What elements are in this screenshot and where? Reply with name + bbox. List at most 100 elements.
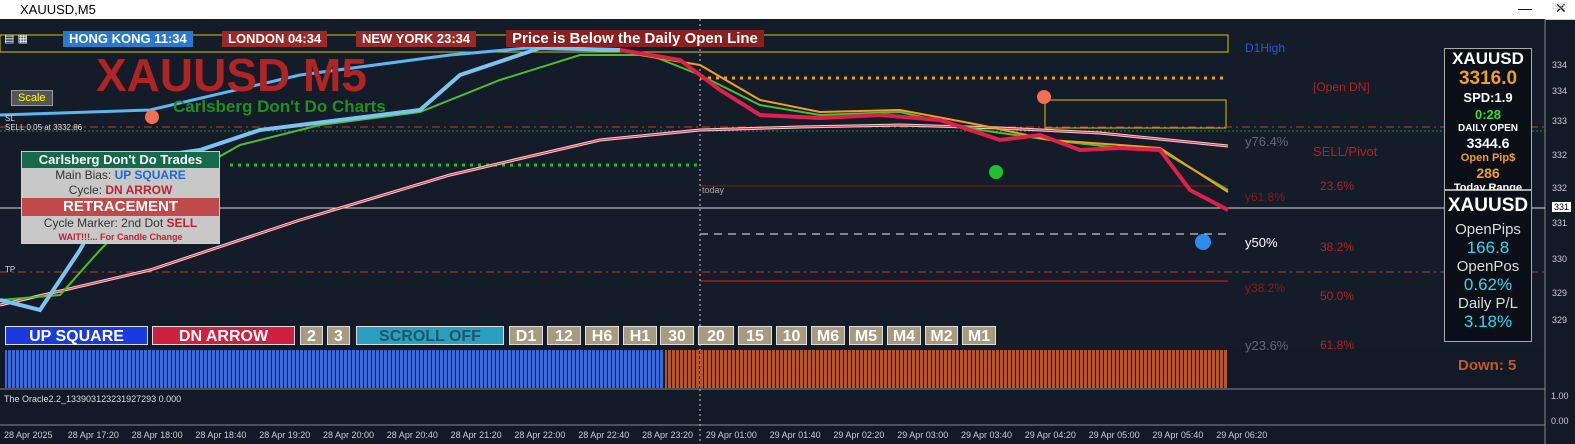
time-axis-label: 28 Apr 17:20: [67, 430, 119, 440]
time-axis-label: 28 Apr 21:20: [450, 430, 502, 440]
timeframe-button[interactable]: M1: [962, 326, 996, 345]
histogram-status: Down: 5: [1458, 357, 1517, 374]
time-axis-label: 29 Apr 06:20: [1216, 430, 1268, 440]
timeframe-button[interactable]: 10: [776, 326, 807, 345]
scale-button[interactable]: Scale: [11, 90, 53, 106]
indicator-axis-top: 1.00: [1551, 391, 1569, 401]
time-axis-label: 28 Apr 20:00: [323, 430, 375, 440]
timeframe-button[interactable]: 20: [698, 326, 734, 345]
indicator-name: The Oracle2.2_133903123231927293 0.000: [4, 394, 182, 404]
timeframe-button[interactable]: UP SQUARE: [5, 326, 148, 345]
time-axis-label: 29 Apr 02:20: [833, 430, 885, 440]
time-axis-label: 29 Apr 05:00: [1088, 430, 1140, 440]
info-daily-open-label: DAILY OPEN: [1457, 123, 1519, 134]
account-open-pos: 0.62%: [1463, 275, 1513, 294]
timeframe-button[interactable]: M5: [849, 326, 883, 345]
level-p236: 23.6%: [1320, 179, 1355, 193]
watermark-symbol: XAUUSD M5: [96, 49, 367, 101]
time-axis-label: 29 Apr 03:00: [897, 430, 949, 440]
timeframe-button[interactable]: M2: [925, 326, 958, 345]
watermark-brand: Carlsberg Don't Do Charts: [173, 97, 386, 116]
signal-panel: Carlsberg Don't Do Trades Main Bias: UP …: [21, 151, 220, 244]
time-axis-label: 28 Apr 2025: [4, 430, 53, 440]
today-label: today: [702, 185, 725, 195]
timeframe-button[interactable]: 3: [327, 326, 350, 345]
panel-state: RETRACEMENT: [22, 198, 219, 216]
account-symbol: XAUUSD: [1447, 195, 1529, 216]
indicator-axis-bottom: 0.00: [1551, 416, 1569, 426]
session-hk: HONG KONG 11:34: [63, 31, 193, 47]
price-axis-label: 333: [1552, 116, 1568, 126]
timeframe-button[interactable]: DN ARROW: [152, 326, 295, 345]
level-sell-pivot: SELL/Pivot: [1313, 144, 1378, 159]
account-open-pips-label: OpenPips: [1455, 221, 1521, 238]
time-axis-label: 28 Apr 19:20: [259, 430, 311, 440]
bias-value: UP SQUARE: [114, 168, 186, 182]
time-axis-label: 29 Apr 01:40: [769, 430, 821, 440]
time-axis-label: 28 Apr 23:20: [642, 430, 694, 440]
info-open-pips: 286: [1476, 165, 1500, 181]
account-open-pos-label: OpenPos: [1456, 258, 1520, 275]
time-axis-label: 29 Apr 03:40: [961, 430, 1013, 440]
price-axis-label: 330: [1552, 254, 1568, 264]
info-open-pips-label: Open Pip$: [1460, 152, 1516, 164]
info-price: 3316.0: [1458, 68, 1518, 89]
price-axis-label: 331: [1552, 202, 1572, 212]
account-box: XAUUSD OpenPips 166.8 OpenPos 0.62% Dail…: [1444, 190, 1532, 342]
tp-label: TP: [5, 265, 16, 274]
timeframe-button[interactable]: 15: [738, 326, 772, 345]
notice: Price is Below the Daily Open Line: [506, 30, 764, 47]
level-y618: y61.8%: [1245, 190, 1286, 204]
timeframe-button[interactable]: M4: [887, 326, 921, 345]
price-axis-label: 334: [1552, 86, 1568, 96]
timeframe-button[interactable]: H1: [623, 326, 657, 345]
info-daily-open: 3344.6: [1466, 135, 1510, 151]
minimize[interactable]: —: [1518, 0, 1532, 16]
level-p618: 61.8%: [1320, 338, 1355, 352]
time-axis-label: 28 Apr 18:40: [195, 430, 247, 440]
timeframe-button[interactable]: 30: [660, 326, 694, 345]
cycle-label: Cycle:: [68, 183, 103, 197]
marker-label: Cycle Marker: 2nd Dot: [43, 216, 164, 230]
level-y382: y38.2%: [1245, 281, 1286, 295]
price-axis-label: 332: [1552, 150, 1568, 160]
info-timer: 0:28: [1474, 107, 1502, 122]
panel-wait: WAIT!!!... For Candle Change: [58, 232, 183, 242]
timeframe-button[interactable]: H6: [585, 326, 619, 345]
toolbar-icons[interactable]: ▤ ▦: [4, 33, 28, 45]
timeframe-button[interactable]: SCROLL OFF: [356, 326, 504, 345]
session-ny: NEW YORK 23:34: [356, 31, 477, 47]
timeframe-button[interactable]: D1: [509, 326, 543, 345]
time-axis-label: 29 Apr 01:00: [705, 430, 757, 440]
price-axis-label: 335: [1552, 1, 1568, 11]
time-axis-label: 28 Apr 20:40: [386, 430, 438, 440]
price-axis-label: 329: [1552, 288, 1568, 298]
marker-value: SELL: [166, 216, 198, 230]
info-symbol: XAUUSD: [1452, 49, 1524, 68]
bias-label: Main Bias:: [55, 168, 112, 182]
price-axis-label: 334: [1552, 60, 1568, 70]
price-axis-label: 332: [1552, 183, 1568, 193]
level-open-dn: [Open DN]: [1313, 80, 1370, 94]
time-axis-label: 29 Apr 05:40: [1152, 430, 1204, 440]
time-axis-label: 28 Apr 22:00: [514, 430, 566, 440]
account-open-pips: 166.8: [1466, 238, 1510, 257]
session-london: LONDON 04:34: [222, 31, 328, 47]
level-d1high: D1High: [1245, 41, 1286, 55]
close[interactable]: ✕: [1555, 0, 1567, 16]
account-pl: 3.18%: [1463, 312, 1513, 331]
panel-title: Carlsberg Don't Do Trades: [22, 152, 219, 168]
timeframe-button[interactable]: 2: [300, 326, 323, 345]
timeframe-button[interactable]: 12: [547, 326, 581, 345]
timeframe-button[interactable]: M6: [811, 326, 845, 345]
time-axis-label: 29 Apr 04:20: [1024, 430, 1076, 440]
time-axis-label: 28 Apr 18:00: [131, 430, 183, 440]
level-p500: 50.0%: [1320, 289, 1355, 303]
cycle-value: DN ARROW: [105, 183, 173, 197]
time-axis-label: 28 Apr 22:40: [578, 430, 630, 440]
sl-label: SL: [5, 114, 15, 123]
price-axis-label: 329: [1552, 315, 1568, 325]
window-title: XAUUSD,M5: [20, 2, 96, 17]
info-box: XAUUSD 3316.0 SPD:1.9 0:28 DAILY OPEN 33…: [1444, 48, 1532, 194]
